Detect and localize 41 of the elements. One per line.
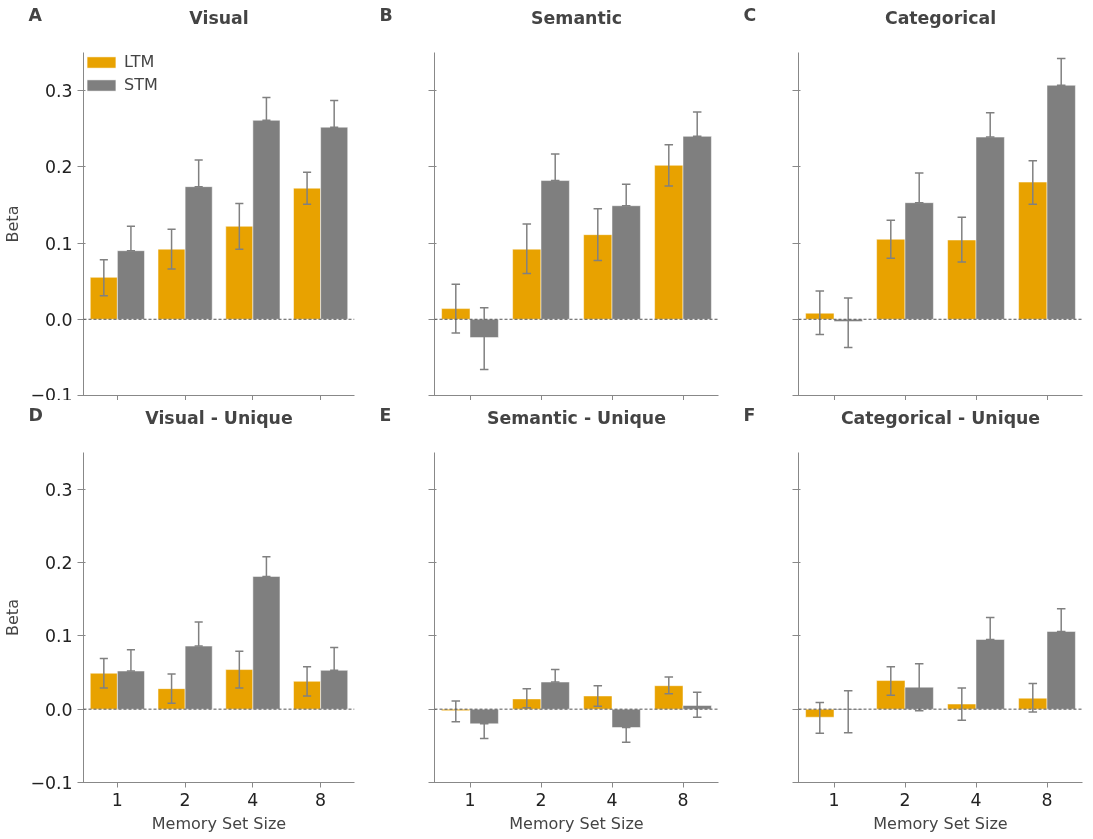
x-tick-label: 1 <box>111 789 123 810</box>
y-tick-label: 0.1 <box>44 626 73 647</box>
x-tick-label: 8 <box>1041 789 1053 810</box>
y-axis-title: Beta <box>3 205 23 243</box>
chart-title: Semantic <box>531 7 622 28</box>
text: B <box>379 4 393 25</box>
y-tick-label: −0.1 <box>30 384 73 405</box>
y-tick-label: 0.3 <box>44 479 73 500</box>
chart-title: Categorical <box>884 7 997 28</box>
x-tick-label: 1 <box>828 789 840 810</box>
text: A <box>28 4 43 25</box>
y-axis-title: Beta <box>3 599 23 636</box>
legend-label: STM <box>124 75 158 94</box>
x-tick-label: 1 <box>464 789 476 810</box>
y-tick-label: 0.1 <box>44 233 73 254</box>
chart-title: Visual <box>189 7 249 28</box>
x-tick-label: 8 <box>315 789 327 810</box>
x-tick-label: 2 <box>899 789 911 810</box>
legend-label: LTM <box>124 52 155 71</box>
x-axis-title: Memory Set Size <box>509 813 644 833</box>
y-tick-label: 0.0 <box>44 309 73 330</box>
y-tick-label: 0.2 <box>44 553 73 573</box>
chart-title: Semantic - Unique <box>487 407 666 428</box>
text: F <box>743 404 756 425</box>
y-tick-label: −0.1 <box>30 773 73 793</box>
chart-title: Visual - Unique <box>145 407 293 428</box>
x-tick-label: 2 <box>179 789 191 810</box>
x-tick-label: 4 <box>247 789 259 810</box>
x-tick-label: 4 <box>970 789 982 810</box>
text: D <box>28 404 43 425</box>
x-tick-label: 2 <box>535 789 547 810</box>
text: E <box>379 404 392 425</box>
y-tick-label: 0.0 <box>44 699 73 720</box>
chart-title: Categorical - Unique <box>840 407 1041 428</box>
x-tick-label: 8 <box>677 789 689 810</box>
x-axis-title: Memory Set Size <box>873 813 1008 833</box>
y-tick-label: 0.2 <box>44 157 73 178</box>
y-tick-label: 0.3 <box>44 81 73 102</box>
text: C <box>743 4 757 25</box>
x-axis-title: Memory Set Size <box>151 813 287 833</box>
x-tick-label: 4 <box>606 789 618 810</box>
